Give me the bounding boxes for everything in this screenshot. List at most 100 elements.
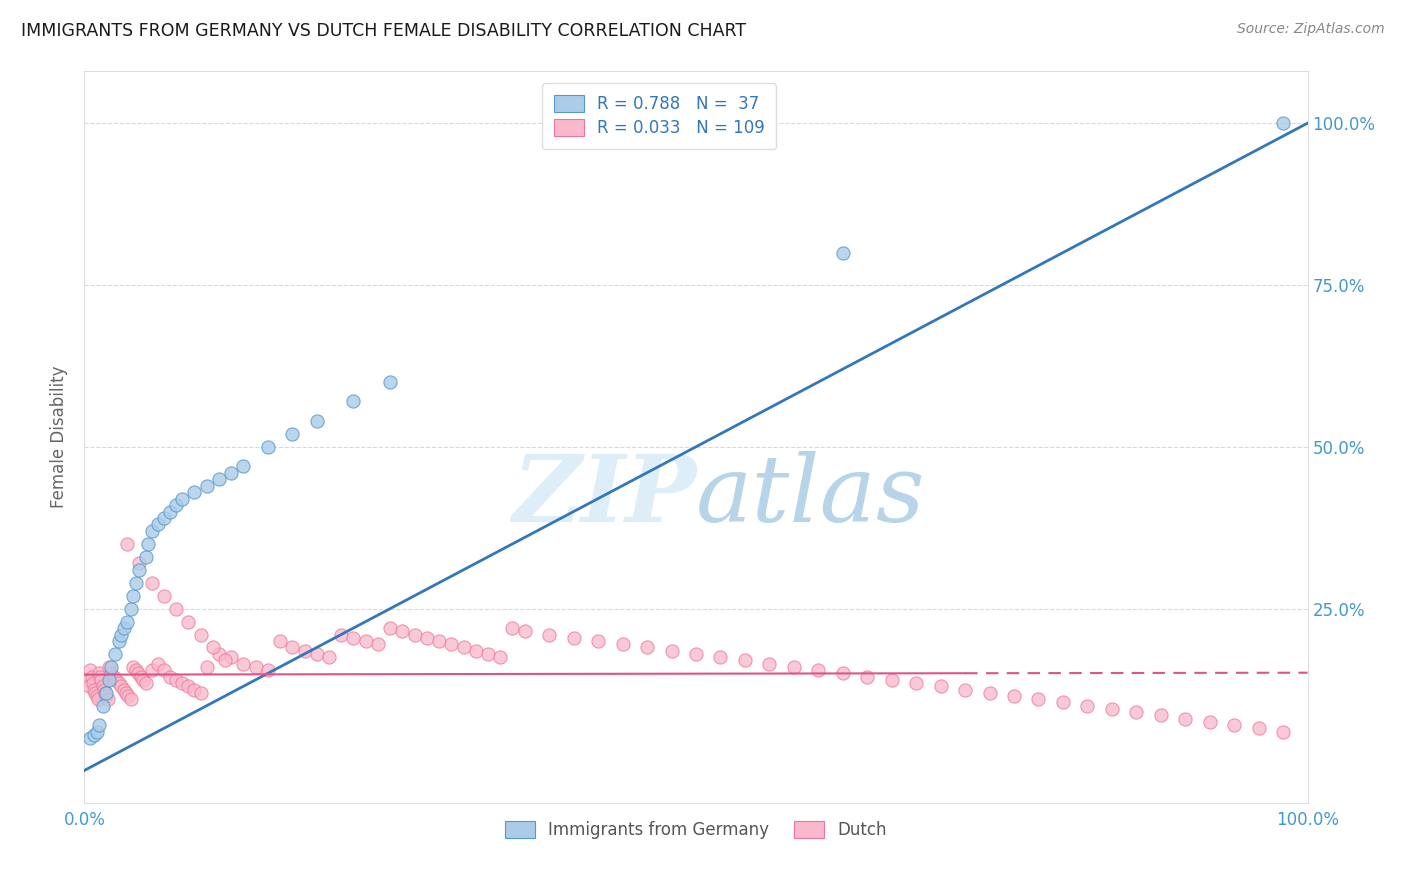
Point (82, 676, 104, 690)
Point (146, 517, 169, 532)
Point (93, 682, 115, 697)
Point (502, 621, 524, 635)
Point (96, 689, 118, 703)
Point (367, 637, 389, 651)
Point (380, 621, 402, 635)
Point (1247, 722, 1270, 736)
Point (79, 663, 101, 677)
Point (122, 660, 145, 674)
Point (831, 666, 853, 681)
Point (100, 660, 122, 674)
Point (86, 724, 108, 739)
Point (219, 650, 242, 665)
Point (97, 692, 120, 706)
Point (305, 414, 328, 428)
Point (1223, 718, 1246, 732)
Point (112, 682, 135, 697)
Point (117, 689, 139, 703)
Point (440, 637, 463, 651)
Point (127, 666, 149, 681)
Point (281, 640, 304, 655)
Point (305, 647, 328, 661)
Point (1052, 696, 1074, 710)
Point (141, 524, 163, 538)
Point (153, 511, 176, 525)
Point (208, 647, 231, 661)
Point (128, 557, 150, 571)
Point (165, 673, 187, 687)
Point (979, 686, 1001, 700)
Point (183, 682, 205, 697)
Point (342, 631, 364, 645)
Point (146, 657, 169, 671)
Point (636, 640, 658, 655)
Point (416, 631, 439, 645)
Point (404, 627, 426, 641)
Point (758, 657, 780, 671)
Point (330, 627, 353, 641)
Point (257, 440, 280, 454)
Point (477, 647, 499, 661)
Point (83, 682, 105, 697)
Point (1198, 714, 1220, 729)
Point (100, 666, 122, 681)
Point (84, 686, 107, 700)
Point (232, 657, 254, 671)
Point (110, 627, 132, 641)
Point (141, 663, 163, 677)
Point (661, 643, 683, 657)
Point (453, 640, 475, 655)
Point (125, 575, 148, 590)
Point (257, 663, 280, 677)
Point (105, 673, 128, 687)
Point (107, 676, 129, 690)
Point (94, 686, 117, 700)
Point (380, 375, 402, 389)
Point (89, 669, 111, 683)
Point (153, 663, 176, 677)
Point (294, 643, 316, 657)
Point (807, 663, 830, 677)
Point (1272, 724, 1295, 739)
Point (129, 669, 152, 683)
Point (122, 589, 145, 603)
Point (195, 478, 218, 492)
Point (1150, 708, 1173, 723)
Point (115, 686, 138, 700)
Point (489, 650, 512, 665)
Point (112, 621, 135, 635)
Point (685, 647, 707, 661)
Legend: Immigrants from Germany, Dutch: Immigrants from Germany, Dutch (498, 814, 894, 846)
Point (177, 679, 200, 693)
Point (1028, 692, 1050, 706)
Point (135, 676, 157, 690)
Point (128, 563, 150, 577)
Point (135, 549, 157, 564)
Point (177, 615, 200, 629)
Point (586, 634, 609, 648)
Point (709, 650, 731, 665)
Point (953, 682, 976, 697)
Point (97, 660, 120, 674)
Point (245, 660, 267, 674)
Point (734, 653, 756, 667)
Point (219, 466, 242, 480)
Point (201, 640, 224, 655)
Point (76, 673, 98, 687)
Point (96, 686, 118, 700)
Point (183, 485, 205, 500)
Text: ZIP: ZIP (512, 450, 696, 541)
Point (831, 245, 853, 260)
Point (1002, 689, 1025, 703)
Point (214, 653, 236, 667)
Point (1076, 698, 1098, 713)
Point (342, 394, 364, 409)
Point (153, 589, 176, 603)
Point (905, 676, 928, 690)
Point (1101, 702, 1123, 716)
Text: Source: ZipAtlas.com: Source: ZipAtlas.com (1237, 22, 1385, 37)
Point (880, 673, 903, 687)
Point (391, 624, 413, 639)
Point (90, 673, 112, 687)
Point (110, 679, 132, 693)
